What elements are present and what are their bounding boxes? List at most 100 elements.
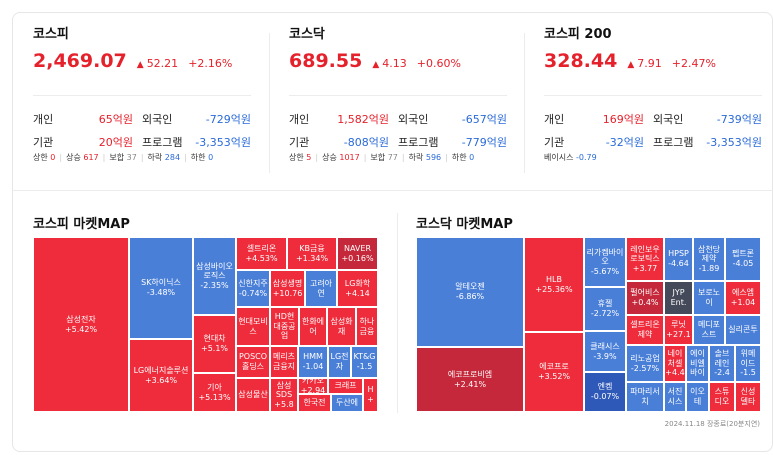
market-map-tile[interactable]: HLB +25.36% [524, 237, 584, 332]
market-map-tile[interactable]: 위메이드 -1.5 [735, 345, 761, 382]
index-name[interactable]: 코스피 [33, 27, 69, 42]
market-map-tile[interactable]: 삼성전자 +5.42% [33, 237, 129, 412]
market-map-tile[interactable]: LG전자 [328, 346, 351, 378]
tile-name: HPSP [668, 249, 689, 259]
market-map-tile[interactable]: 솔브레인 -2.4 [709, 345, 735, 382]
index-change: 7.91 [637, 57, 662, 70]
market-map-tile[interactable]: 기아 +5.13% [193, 373, 236, 412]
market-map-tile[interactable]: 삼천당제약 -1.89 [693, 237, 725, 281]
market-map-tile[interactable]: 크래프 [328, 378, 363, 394]
tile-name: 삼성물산 [238, 390, 268, 400]
market-map-tile[interactable]: 삼성SDS +5.8 [270, 378, 298, 412]
market-map-tile[interactable]: H + [363, 378, 378, 412]
market-map-tile[interactable]: HMM -1.04 [298, 346, 328, 378]
market-map-tile[interactable]: 클래시스 -3.9% [584, 331, 626, 372]
index-name[interactable]: 코스피 200 [544, 27, 612, 42]
market-map-tile[interactable]: HD현대중공업 [270, 307, 299, 346]
tile-rate: +1.04 [730, 298, 756, 307]
market-map-tile[interactable]: 펩트론 -4.05 [725, 237, 761, 281]
tile-name: POSCO홀딩스 [238, 352, 268, 371]
market-map-tile[interactable]: 리노공업 -2.57% [626, 345, 664, 382]
market-breadth: 상한 0 | 상승 617 | 보합 37 | 하락 284 | 하한 0 [33, 152, 213, 163]
market-map-tile[interactable]: 에코프로 +3.52% [524, 332, 584, 412]
tile-rate: -4.05 [732, 259, 754, 268]
market-map-tile[interactable]: 신한지주 -0.74% [236, 270, 270, 307]
tile-rate: +5.1% [200, 344, 229, 353]
market-map-tile[interactable]: 이오테 [686, 382, 709, 412]
market-map-tile[interactable]: 한화에어 [299, 307, 327, 346]
market-map-tile[interactable]: 서진시스 [664, 382, 686, 412]
tile-rate: +2.41% [453, 379, 487, 389]
investor-value: 169억원 [602, 113, 644, 126]
tile-name: 알테오젠 [455, 282, 485, 292]
tile-rate: +25.36% [535, 284, 573, 294]
tile-rate: +0.16% [341, 253, 374, 263]
market-map-tile[interactable]: 삼성물산 [236, 378, 270, 412]
market-map-tile[interactable]: JYP Ent. [664, 281, 693, 315]
separator: | [315, 153, 319, 162]
breadth-label: 상한 [33, 153, 48, 162]
market-map-tile[interactable]: 신성델타 [735, 382, 761, 412]
tile-name: 에코프로 [539, 362, 569, 372]
tile-name: 삼천당제약 [697, 244, 721, 264]
market-map-tile[interactable]: 알테오젠 -6.86% [416, 237, 524, 347]
separator: | [140, 153, 144, 162]
market-map-tile[interactable]: KT&G -1.5 [351, 346, 378, 378]
market-map-tile[interactable]: 레인보우로보틱스 +3.77 [626, 237, 664, 281]
investor-label: 기관 [33, 136, 54, 149]
market-map-tile[interactable]: 삼성화재 [327, 307, 356, 346]
tile-name: 고려아연 [309, 278, 333, 298]
market-map-tile[interactable]: NAVER +0.16% [337, 237, 378, 270]
market-map-tile[interactable]: POSCO홀딩스 [236, 346, 270, 378]
market-map-tile[interactable]: 셀트리온제약 [626, 315, 664, 345]
tile-name: 루닛 [671, 320, 686, 330]
market-map-tile[interactable]: 메디포스트 [693, 315, 725, 345]
market-map-tile[interactable]: 보로노이 [693, 281, 725, 315]
market-map-tile[interactable]: 루닛 +27.1 [664, 315, 693, 345]
market-map-tile[interactable]: 파마리서치 [626, 382, 664, 412]
market-map-tile[interactable]: KB금융 +1.34% [287, 237, 337, 270]
tile-name: 파마리서치 [630, 387, 660, 406]
market-map-tile[interactable]: HPSP -4.64 [664, 237, 693, 281]
market-map-tile[interactable]: 에코프로비엠 +2.41% [416, 347, 524, 412]
tile-rate: +5.8 [274, 399, 294, 409]
investor-value: -3,353억원 [195, 136, 251, 149]
index-rate: +0.60% [416, 57, 461, 70]
market-map-tile[interactable]: 셀트리온 +4.53% [236, 237, 287, 270]
tile-name: NAVER [343, 243, 372, 253]
market-map-tile[interactable]: 메리츠금융지 [270, 346, 298, 378]
market-map-tile[interactable]: 휴젤 -2.72% [584, 287, 626, 331]
tile-name: 펩트론 [731, 249, 755, 259]
market-map-tile[interactable]: 네이처셀 +4.4 [664, 345, 686, 382]
index-name[interactable]: 코스닥 [289, 27, 325, 42]
market-map-tile[interactable]: 에스엠 +1.04 [725, 281, 761, 315]
kosdaq-map-title: 코스닥 마켓MAP [416, 217, 513, 232]
market-map-tile[interactable]: 현대차 +5.1% [193, 315, 236, 373]
market-map-tile[interactable]: 펄어비스 +0.4% [626, 281, 664, 315]
market-map-tile[interactable]: 스튜디오 [709, 382, 735, 412]
breadth-label: 상한 [289, 153, 304, 162]
investor-value: 65억원 [98, 113, 133, 126]
market-map-tile[interactable]: 실리콘투 [725, 315, 761, 345]
market-map-tile[interactable]: 카카오 +2.94 [298, 378, 328, 394]
tile-name: 카카오 [301, 378, 325, 386]
market-map-tile[interactable]: 두산에 [331, 394, 363, 412]
market-map-tile[interactable]: 엔켐 -0.07% [584, 372, 626, 412]
market-map-tile[interactable]: 삼성바이오로직스 -2.35% [193, 237, 236, 315]
market-map-tile[interactable]: 리가켐바이오 -5.67% [584, 237, 626, 287]
divider [524, 33, 525, 173]
tile-rate: -1.5 [740, 368, 756, 378]
market-map-tile[interactable]: 삼성생명 +10.76 [270, 270, 305, 307]
market-map-tile[interactable]: 한국전 [298, 394, 331, 412]
separator: | [59, 153, 63, 162]
breadth-label: 상승 [66, 153, 81, 162]
market-map-tile[interactable]: LG에너지솔루션 +3.64% [129, 339, 193, 412]
breadth-label: 하한 [451, 153, 467, 162]
market-map-tile[interactable]: LG화학 +4.14 [337, 270, 378, 307]
market-map-tile[interactable]: 고려아연 [305, 270, 337, 307]
breadth-label: 하락 [147, 153, 163, 162]
market-map-tile[interactable]: 현대모비스 [236, 307, 270, 346]
market-map-tile[interactable]: SK하이닉스 -3.48% [129, 237, 193, 339]
market-map-tile[interactable]: 하나금융 [356, 307, 378, 346]
market-map-tile[interactable]: 에이비엘바이 [686, 345, 709, 382]
